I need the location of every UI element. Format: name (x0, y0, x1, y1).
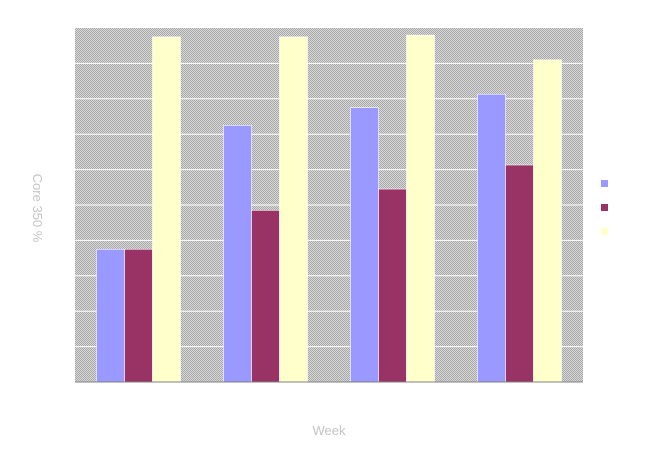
bar (378, 188, 407, 383)
bar (124, 248, 153, 383)
bar (223, 125, 252, 383)
bar (477, 93, 506, 383)
bar (505, 164, 534, 383)
bar (152, 36, 181, 383)
bars (96, 34, 562, 383)
bar (406, 34, 435, 383)
legend-swatch (601, 204, 608, 211)
bar (350, 107, 379, 383)
legend-swatch (601, 228, 608, 235)
legend-swatch (601, 180, 608, 187)
legend (601, 180, 608, 235)
y-axis-title: Core 350 % (30, 174, 45, 243)
bar (251, 210, 280, 383)
bar (279, 36, 308, 383)
bar (96, 248, 125, 383)
x-axis-title: Week (313, 423, 346, 438)
bar (533, 59, 562, 383)
